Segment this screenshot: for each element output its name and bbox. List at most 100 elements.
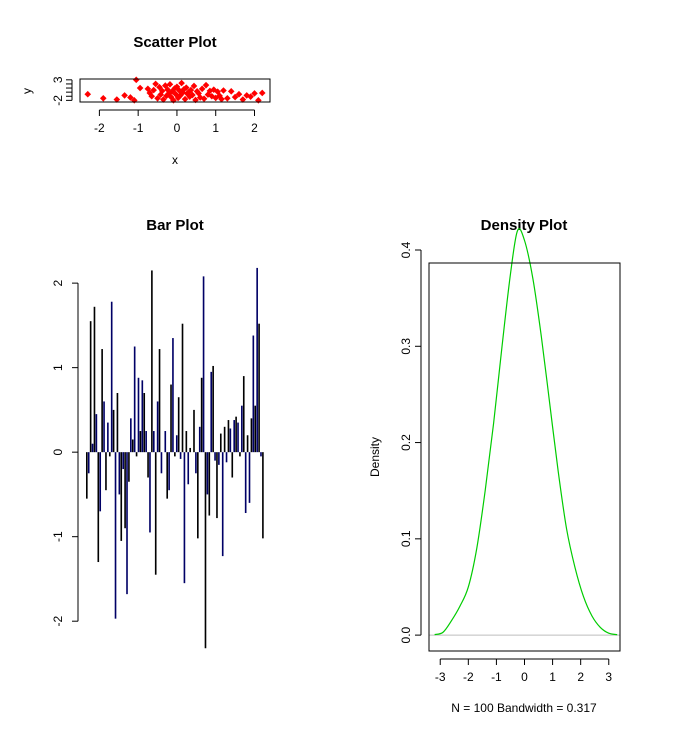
bar-title: Bar Plot xyxy=(146,217,204,234)
scatter-point xyxy=(235,90,243,98)
scatter-point xyxy=(239,96,247,103)
bar xyxy=(172,338,174,453)
bar-y-axis: -2 -1 0 1 2 xyxy=(51,279,79,627)
bar xyxy=(260,452,262,457)
bar xyxy=(185,431,188,453)
bar xyxy=(216,452,218,519)
scatter-axes: -2 -1 0 1 2 -2 3 xyxy=(51,76,258,135)
density-x-tick-label: -2 xyxy=(463,670,474,684)
bar xyxy=(149,452,151,533)
bar xyxy=(114,452,117,619)
bar xyxy=(183,452,186,584)
bar xyxy=(145,431,147,453)
scatter-x-tick-label: -2 xyxy=(94,121,105,135)
scatter-point xyxy=(158,87,166,95)
bar xyxy=(166,452,169,499)
density-x-tick-label: 2 xyxy=(577,670,584,684)
scatter-point xyxy=(157,91,164,98)
scatter-x-tick-label: -1 xyxy=(133,121,144,135)
bar xyxy=(131,439,134,453)
bar xyxy=(89,321,92,453)
bar-y-tick-label: -2 xyxy=(51,616,65,627)
scatter-point xyxy=(132,76,140,84)
bar xyxy=(208,452,211,516)
bar xyxy=(258,323,260,453)
bar xyxy=(124,452,126,529)
scatter-point xyxy=(231,93,239,101)
bar xyxy=(252,335,255,453)
scatter-point xyxy=(182,84,190,91)
bar-y-tick-label: 0 xyxy=(51,449,65,456)
bar xyxy=(223,426,226,453)
density-x-tick-label: 0 xyxy=(521,670,528,684)
bar-y-tick-label: 2 xyxy=(51,279,65,286)
bar xyxy=(193,409,195,453)
bar xyxy=(227,420,230,453)
scatter-y-tick-label: -2 xyxy=(51,95,65,106)
scatter-point xyxy=(200,95,208,103)
scatter-x-tick-label: 1 xyxy=(212,121,219,135)
bar xyxy=(97,452,100,563)
scatter-point xyxy=(185,88,192,96)
scatter-point xyxy=(214,88,221,96)
bar xyxy=(118,452,121,495)
scatter-point xyxy=(175,87,183,94)
bar xyxy=(147,452,149,478)
scatter-points xyxy=(84,76,266,104)
bar xyxy=(237,422,239,453)
bar-y-tick-label: -1 xyxy=(51,531,65,542)
density-x-label: N = 100 Bandwidth = 0.317 xyxy=(451,701,597,715)
density-title: Density Plot xyxy=(481,217,568,234)
bar xyxy=(170,384,172,453)
bar xyxy=(99,452,102,512)
bar xyxy=(195,452,197,474)
scatter-point xyxy=(174,94,182,102)
scatter-point xyxy=(247,93,254,100)
bar xyxy=(103,401,105,453)
bar xyxy=(135,452,138,457)
bar xyxy=(241,405,243,453)
bar xyxy=(141,380,144,453)
density-y-tick-label: 0.4 xyxy=(399,241,413,258)
scatter-y-tick-label: 3 xyxy=(51,76,65,83)
bar xyxy=(187,452,190,485)
scatter-point xyxy=(167,93,175,101)
bar xyxy=(231,452,234,478)
scatter-x-tick-label: 2 xyxy=(251,121,258,135)
scatter-point xyxy=(177,92,184,99)
bar xyxy=(112,409,115,453)
scatter-point xyxy=(166,81,174,88)
bar xyxy=(177,397,180,453)
bar-plot-panel: Bar Plot -2 -1 0 1 2 xyxy=(51,217,264,649)
scatter-point xyxy=(251,90,258,97)
bar xyxy=(210,371,213,453)
bar xyxy=(91,443,94,453)
bar xyxy=(262,452,264,539)
bar xyxy=(206,452,209,495)
bar xyxy=(156,401,159,453)
scatter-point xyxy=(121,92,128,99)
bar xyxy=(107,422,109,453)
bar xyxy=(116,393,119,453)
bar-series xyxy=(86,267,264,649)
bar xyxy=(256,267,258,453)
bar xyxy=(221,452,224,557)
scatter-point xyxy=(136,84,144,92)
scatter-point xyxy=(113,96,121,103)
scatter-point xyxy=(84,90,92,98)
bar xyxy=(128,452,130,482)
scatter-point xyxy=(198,85,206,93)
density-plot-panel: Density Plot N = 100 Bandwidth = 0.317 D… xyxy=(368,217,621,715)
bar xyxy=(229,428,232,453)
scatter-point xyxy=(227,88,235,95)
bar xyxy=(181,323,184,453)
scatter-point xyxy=(202,81,210,89)
scatter-point xyxy=(127,94,134,101)
bar xyxy=(244,452,247,514)
scatter-point xyxy=(243,92,251,99)
bar xyxy=(179,452,182,459)
density-x-tick-label: 1 xyxy=(549,670,556,684)
scatter-point xyxy=(186,93,194,100)
scatter-point xyxy=(160,96,167,103)
bar xyxy=(198,426,201,453)
